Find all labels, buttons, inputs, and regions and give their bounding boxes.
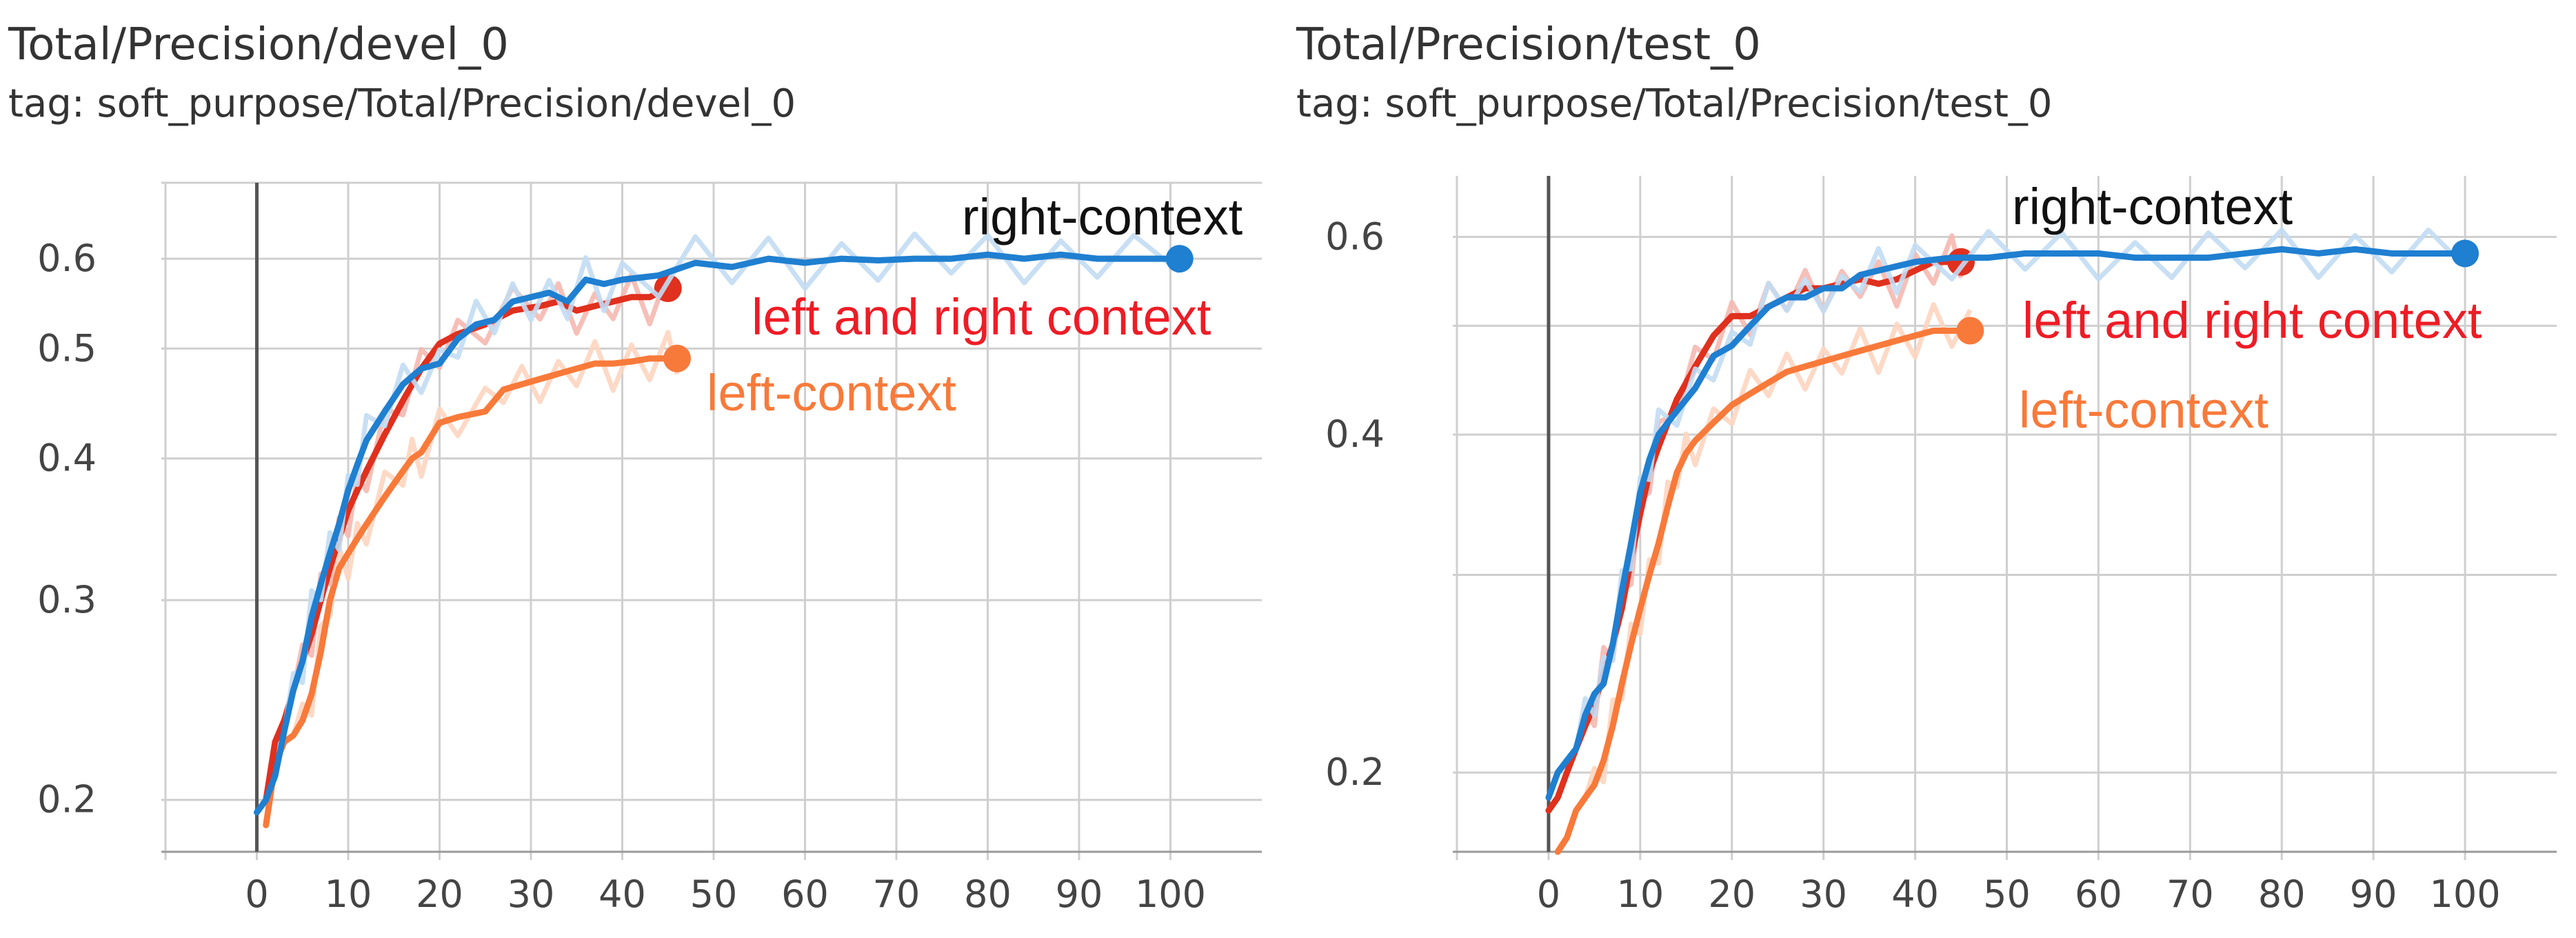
series-line xyxy=(263,355,681,828)
series-annotation: left and right context xyxy=(752,288,1211,346)
chart-subtitle: tag: soft_purpose/Total/Precision/test_0 xyxy=(1296,81,2053,126)
chart-title: Total/Precision/devel_0 xyxy=(8,19,509,70)
series-left-context xyxy=(1554,301,1984,855)
line-chart-devel: 0 10 20 30 40 50 60 70 80 90 100 0.2 0.3 0.4 0.5 0.6 rig… xyxy=(37,181,1262,916)
x-tick-label: 30 xyxy=(507,872,555,916)
y-tick-label: 0.6 xyxy=(1325,214,1385,258)
y-tick-label: 0.2 xyxy=(1325,750,1385,794)
series-left-context xyxy=(263,330,691,828)
x-tick-label: 30 xyxy=(1800,872,1847,916)
y-tick-label: 0.4 xyxy=(37,437,97,480)
series-end-marker xyxy=(663,344,691,372)
series-line xyxy=(1554,327,1973,855)
grid xyxy=(1453,176,2557,860)
y-tick-label: 0.4 xyxy=(1325,412,1385,456)
grid xyxy=(161,181,1262,860)
series-line xyxy=(254,251,1183,816)
x-tick-label: 80 xyxy=(2258,872,2306,916)
x-tick-label: 70 xyxy=(2166,872,2214,916)
x-tick-label: 60 xyxy=(2075,872,2122,916)
series-raw-line xyxy=(1556,301,1973,853)
series-line xyxy=(1545,246,2468,801)
y-tick-label: 0.6 xyxy=(37,237,97,280)
x-tick-label: 0 xyxy=(1537,872,1560,916)
y-tick-label: 0.2 xyxy=(37,778,97,821)
x-tick-label: 20 xyxy=(1708,872,1755,916)
x-tick-label: 70 xyxy=(873,872,920,916)
y-tick-label: 0.3 xyxy=(37,578,97,621)
x-tick-label: 50 xyxy=(690,872,738,916)
chart-panel-test: Total/Precision/test_0 tag: soft_purpose… xyxy=(1288,0,2576,938)
x-tick-label: 0 xyxy=(245,872,268,916)
x-tick-label: 10 xyxy=(1616,872,1664,916)
x-tick-label: 10 xyxy=(325,872,372,916)
line-chart-test: 0 10 20 30 40 50 60 70 80 90 100 0.2 0.4 0.6 right-con… xyxy=(1325,176,2557,916)
series-raw-line xyxy=(263,270,671,801)
x-tick-label: 40 xyxy=(1891,872,1939,916)
x-tick-label: 60 xyxy=(781,872,829,916)
x-tick-label: 90 xyxy=(1056,872,1103,916)
x-tick-label: 20 xyxy=(416,872,463,916)
series-end-marker xyxy=(1165,245,1194,273)
series-annotation: left-context xyxy=(707,364,956,421)
series-right-context xyxy=(1545,227,2479,801)
x-tick-label: 40 xyxy=(598,872,646,916)
chart-panel-devel: Total/Precision/devel_0 tag: soft_purpos… xyxy=(8,19,1262,916)
x-tick-label: 90 xyxy=(2350,872,2397,916)
x-tick-label: 100 xyxy=(1135,872,1206,916)
series-end-marker xyxy=(2451,239,2479,268)
y-tick-label: 0.5 xyxy=(37,326,97,370)
x-tick-label: 80 xyxy=(964,872,1012,916)
x-tick-label: 100 xyxy=(2430,872,2501,916)
series-right-context xyxy=(254,231,1194,816)
chart-subtitle: tag: soft_purpose/Total/Precision/devel_… xyxy=(8,81,796,126)
chart-title: Total/Precision/test_0 xyxy=(1296,19,1761,70)
series-annotation: right-context xyxy=(962,188,1243,246)
series-end-marker xyxy=(1956,317,1984,345)
x-tick-label: 50 xyxy=(1983,872,2031,916)
series-annotation: left-context xyxy=(2019,381,2268,439)
series-annotation: right-context xyxy=(2012,178,2293,235)
series-annotation: left and right context xyxy=(2022,292,2482,349)
